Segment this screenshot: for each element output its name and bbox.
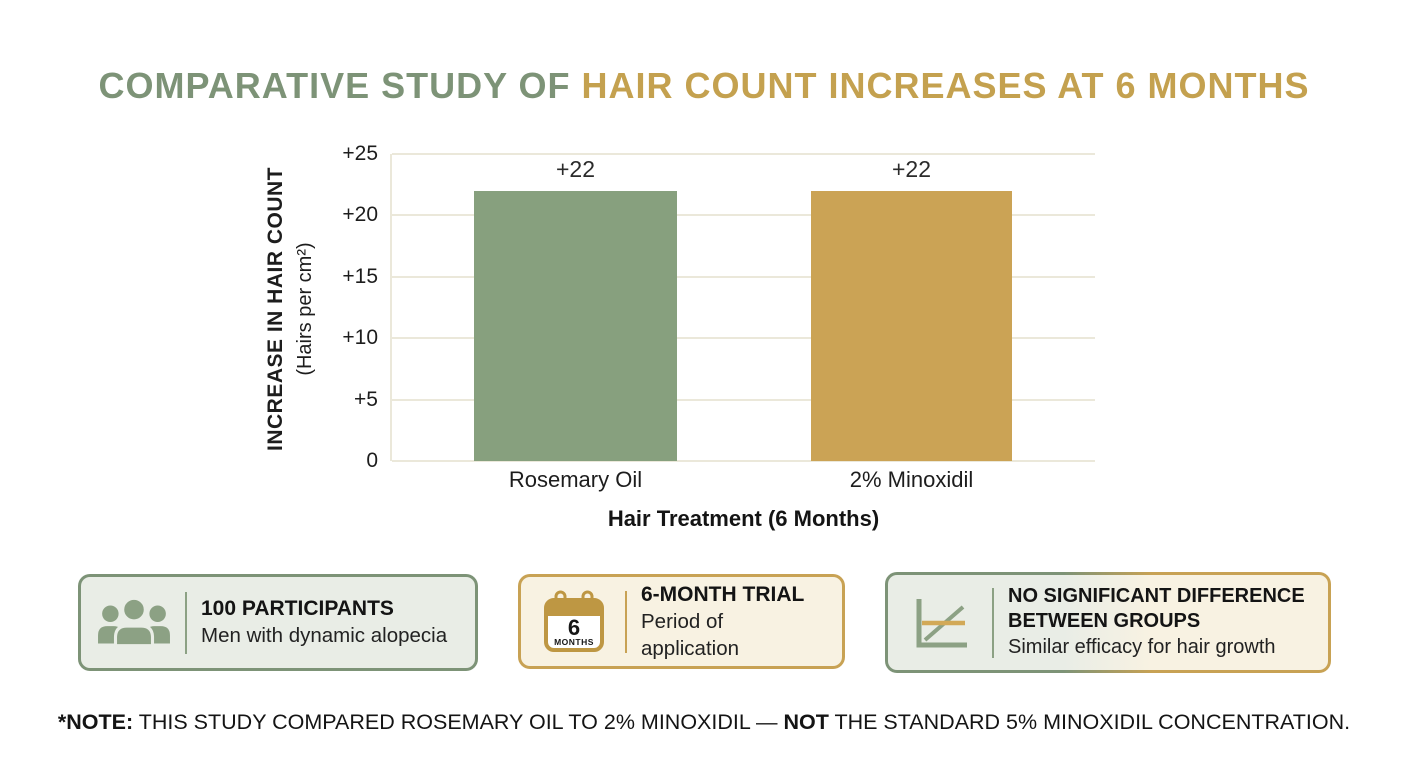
bar-rect-2pct-minoxidil bbox=[811, 190, 1012, 461]
y-axis-ticks: +25 +20 +15 +10 +5 0 bbox=[300, 142, 378, 472]
calendar-number-glyph: 6 bbox=[568, 615, 580, 640]
card-divider bbox=[185, 591, 187, 654]
participants-card: 100 PARTICIPANTS Men with dynamic alopec… bbox=[78, 574, 478, 671]
result-card: NO SIGNIFICANT DIFFERENCE BETWEEN GROUPS… bbox=[885, 572, 1331, 673]
bar-rect-rosemary-oil bbox=[474, 190, 677, 461]
result-card-text: NO SIGNIFICANT DIFFERENCE BETWEEN GROUPS… bbox=[1008, 584, 1312, 661]
footnote-text-2: THE STANDARD 5% MINOXIDIL CONCENTRATION. bbox=[828, 710, 1351, 734]
page-title-gold-part: HAIR COUNT INCREASES AT 6 MONTHS bbox=[581, 65, 1310, 106]
gridline bbox=[392, 460, 1095, 462]
y-tick-5: +5 bbox=[354, 387, 378, 411]
trial-duration-card-subtitle: Period of application bbox=[641, 609, 740, 660]
card-divider bbox=[625, 590, 627, 653]
participants-card-text: 100 PARTICIPANTS Men with dynamic alopec… bbox=[201, 596, 459, 649]
gridline bbox=[392, 214, 1095, 217]
study-footnote: *NOTE: THIS STUDY COMPARED ROSEMARY OIL … bbox=[0, 710, 1408, 735]
y-axis-title-main: INCREASE IN HAIR COUNT bbox=[264, 167, 287, 452]
footnote-emphasis: NOT bbox=[783, 710, 829, 734]
result-card-inner: NO SIGNIFICANT DIFFERENCE BETWEEN GROUPS… bbox=[888, 575, 1328, 670]
bar-value-label: +22 bbox=[891, 155, 931, 182]
x-axis-title: Hair Treatment (6 Months) bbox=[607, 506, 880, 531]
gridline bbox=[392, 337, 1095, 340]
bar-rosemary-oil: +22 bbox=[474, 154, 677, 461]
gridline bbox=[392, 398, 1095, 401]
x-category-2pct-minoxidil: 2% Minoxidil bbox=[849, 467, 974, 492]
footnote-text-1: THIS STUDY COMPARED ROSEMARY OIL TO 2% M… bbox=[133, 710, 784, 734]
bar-chart-plot-area: +22 +22 Rosemary Oil 2% Minoxidil Hair T… bbox=[390, 153, 1095, 531]
trial-duration-card-text: 6-MONTH TRIAL Period of application bbox=[641, 582, 826, 662]
trial-duration-card-title: 6-MONTH TRIAL bbox=[641, 582, 805, 606]
page-title: COMPARATIVE STUDY OF HAIR COUNT INCREASE… bbox=[0, 62, 1408, 110]
y-tick-0: 0 bbox=[366, 449, 378, 472]
result-card-subtitle: Similar efficacy for hair growth bbox=[1008, 636, 1276, 658]
footnote-label: *NOTE: bbox=[57, 710, 134, 734]
y-tick-25: +25 bbox=[342, 142, 378, 165]
y-tick-10: +10 bbox=[342, 326, 378, 350]
y-tick-20: +20 bbox=[342, 203, 378, 227]
bar-value-label: +22 bbox=[555, 155, 595, 182]
page-title-green-part: COMPARATIVE STUDY OF bbox=[98, 65, 582, 106]
x-category-rosemary-oil: Rosemary Oil bbox=[508, 467, 643, 492]
participants-card-subtitle: Men with dynamic alopecia bbox=[201, 624, 448, 647]
gridline bbox=[392, 153, 1095, 155]
people-group-icon bbox=[97, 596, 171, 650]
trial-duration-card-inner: 6 MONTHS 6-MONTH TRIAL Period of applica… bbox=[521, 577, 842, 666]
gridline bbox=[392, 275, 1095, 278]
equal-trend-chart-icon bbox=[904, 592, 978, 654]
participants-card-title: 100 PARTICIPANTS bbox=[201, 597, 394, 620]
bar-2pct-minoxidil: +22 bbox=[811, 154, 1012, 461]
result-card-title: NO SIGNIFICANT DIFFERENCE BETWEEN GROUPS bbox=[1008, 585, 1305, 632]
calendar-icon: 6 MONTHS bbox=[537, 590, 611, 654]
card-divider bbox=[992, 587, 994, 658]
participants-card-inner: 100 PARTICIPANTS Men with dynamic alopec… bbox=[81, 577, 475, 668]
y-tick-15: +15 bbox=[342, 264, 378, 288]
trial-duration-card: 6 MONTHS 6-MONTH TRIAL Period of applica… bbox=[518, 574, 845, 669]
calendar-unit-glyph: MONTHS bbox=[554, 637, 594, 647]
